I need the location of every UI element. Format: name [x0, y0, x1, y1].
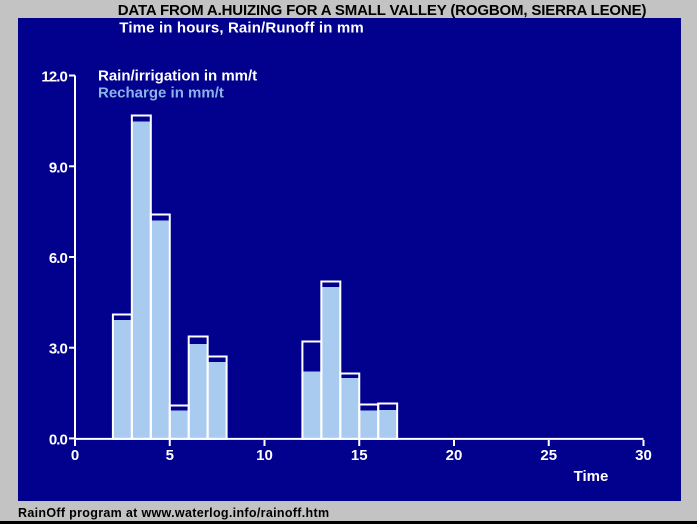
svg-text:Rain/irrigation in mm/t: Rain/irrigation in mm/t: [98, 68, 257, 85]
svg-text:0: 0: [71, 447, 79, 464]
svg-text:DATA FROM A.HUIZING FOR A SMAL: DATA FROM A.HUIZING FOR A SMALL VALLEY (…: [118, 2, 647, 19]
svg-text:30: 30: [635, 447, 652, 464]
svg-text:Recharge in mm/t: Recharge in mm/t: [98, 84, 224, 101]
svg-text:3.0: 3.0: [49, 341, 68, 358]
svg-text:RainOff program at www.waterlo: RainOff program at www.waterlog.info/rai…: [18, 506, 329, 520]
svg-text:5: 5: [166, 447, 174, 464]
svg-text:Time in hours, Rain/Runoff in: Time in hours, Rain/Runoff in mm: [119, 20, 364, 37]
svg-text:15: 15: [351, 447, 368, 464]
svg-text:0.0: 0.0: [49, 431, 68, 448]
svg-text:20: 20: [446, 447, 463, 464]
svg-text:12.0: 12.0: [41, 69, 67, 86]
svg-text:Time: Time: [574, 468, 609, 485]
svg-text:6.0: 6.0: [49, 250, 68, 267]
svg-text:25: 25: [540, 447, 557, 464]
svg-text:10: 10: [256, 447, 273, 464]
svg-text:9.0: 9.0: [49, 159, 68, 176]
